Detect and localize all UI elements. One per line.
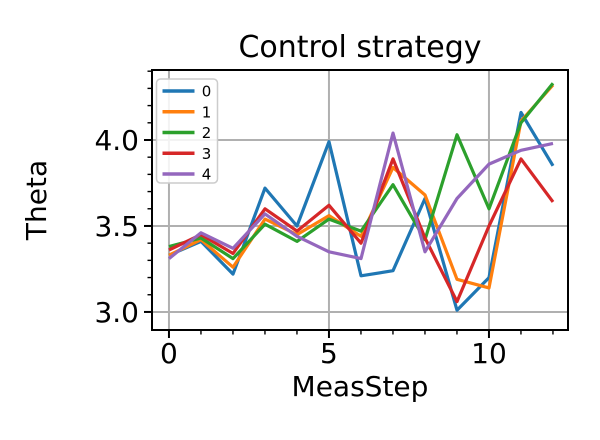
y-axis-label: Theta <box>20 160 53 241</box>
legend: 0 1 2 3 4 <box>155 78 219 184</box>
series-lines <box>167 82 555 312</box>
x-axis-label: MeasStep <box>292 370 429 403</box>
tick-labels: 0 5 10 3.0 3.5 4.0 <box>94 124 506 370</box>
chart-title: Control strategy <box>238 30 481 65</box>
legend-label-4: 4 <box>202 166 212 184</box>
y-tick-label: 4.0 <box>94 124 139 157</box>
series-line-1 <box>168 83 555 290</box>
x-tick-label: 0 <box>160 337 178 370</box>
series-line-2 <box>168 82 555 261</box>
axes-frame <box>144 69 569 338</box>
y-tick-label: 3.0 <box>94 296 139 329</box>
x-tick-label: 10 <box>471 337 507 370</box>
series-line-3 <box>168 157 555 304</box>
x-tick-label: 5 <box>320 337 338 370</box>
legend-label-0: 0 <box>202 83 212 101</box>
y-tick-label: 3.5 <box>94 210 139 243</box>
series-line-0 <box>168 110 555 312</box>
legend-label-2: 2 <box>202 124 212 142</box>
legend-label-3: 3 <box>202 145 212 163</box>
grid-lines <box>152 70 568 330</box>
legend-label-1: 1 <box>202 103 212 121</box>
plot-frame <box>151 69 569 331</box>
series-line-4 <box>167 131 554 261</box>
